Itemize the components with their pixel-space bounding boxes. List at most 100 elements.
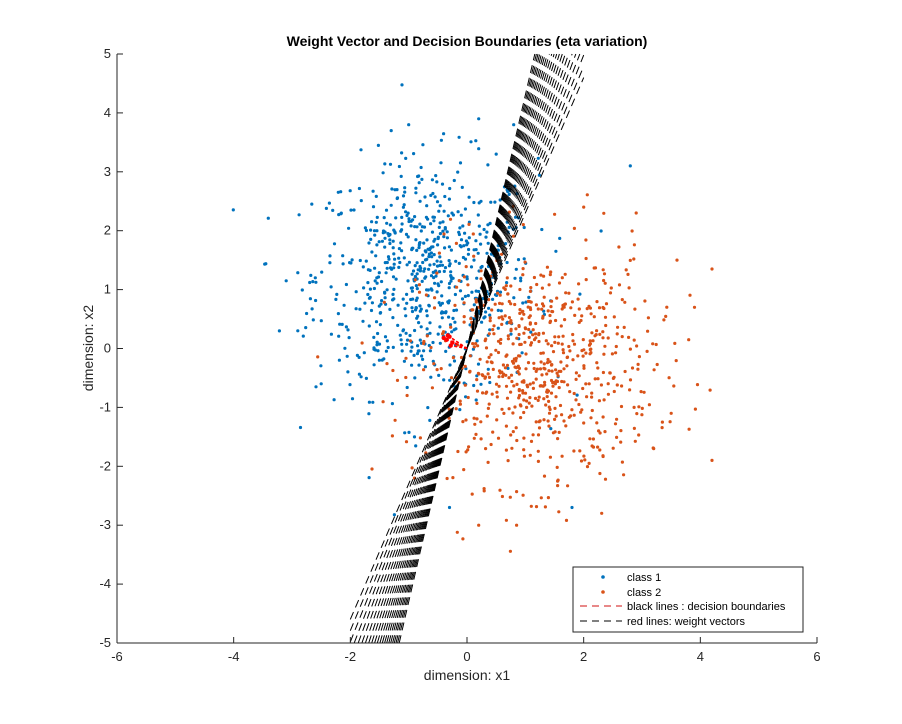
point-class-2 bbox=[435, 272, 438, 275]
y-axis-label: dimension: x2 bbox=[80, 305, 96, 392]
point-class-1 bbox=[477, 363, 480, 366]
point-class-1 bbox=[409, 350, 412, 353]
point-class-2 bbox=[617, 245, 620, 248]
point-class-1 bbox=[485, 252, 488, 255]
point-class-1 bbox=[468, 236, 471, 239]
point-class-2 bbox=[675, 259, 678, 262]
point-class-2 bbox=[633, 308, 636, 311]
point-class-2 bbox=[566, 383, 569, 386]
point-class-1 bbox=[364, 226, 367, 229]
point-class-2 bbox=[562, 367, 565, 370]
point-class-1 bbox=[369, 288, 372, 291]
point-class-2 bbox=[492, 332, 495, 335]
point-class-2 bbox=[481, 391, 484, 394]
point-class-2 bbox=[600, 383, 603, 386]
point-class-1 bbox=[439, 221, 442, 224]
point-class-1 bbox=[355, 290, 358, 293]
point-class-2 bbox=[507, 334, 510, 337]
point-class-2 bbox=[500, 408, 503, 411]
point-class-2 bbox=[562, 335, 565, 338]
point-class-1 bbox=[459, 161, 462, 164]
point-class-2 bbox=[385, 362, 388, 365]
point-class-2 bbox=[506, 276, 509, 279]
point-class-2 bbox=[602, 307, 605, 310]
point-class-1 bbox=[337, 191, 340, 194]
point-class-1 bbox=[454, 260, 457, 263]
point-class-2 bbox=[595, 300, 598, 303]
point-class-2 bbox=[569, 306, 572, 309]
point-class-1 bbox=[388, 238, 391, 241]
point-class-1 bbox=[461, 186, 464, 189]
point-class-2 bbox=[616, 383, 619, 386]
point-class-2 bbox=[588, 352, 591, 355]
point-class-2 bbox=[635, 412, 638, 415]
point-class-2 bbox=[419, 436, 422, 439]
point-class-2 bbox=[629, 259, 632, 262]
point-class-1 bbox=[372, 190, 375, 193]
point-class-2 bbox=[585, 395, 588, 398]
point-class-1 bbox=[629, 164, 632, 167]
point-class-1 bbox=[421, 254, 424, 257]
point-class-2 bbox=[455, 407, 458, 410]
point-class-1 bbox=[478, 225, 481, 228]
point-class-1 bbox=[379, 303, 382, 306]
point-class-1 bbox=[402, 206, 405, 209]
point-class-1 bbox=[497, 327, 500, 330]
point-class-2 bbox=[556, 480, 559, 483]
point-class-2 bbox=[508, 300, 511, 303]
point-class-1 bbox=[415, 317, 418, 320]
point-class-2 bbox=[472, 232, 475, 235]
point-class-2 bbox=[616, 326, 619, 329]
point-class-1 bbox=[337, 213, 340, 216]
point-class-2 bbox=[404, 376, 407, 379]
point-class-1 bbox=[413, 329, 416, 332]
point-class-1 bbox=[391, 298, 394, 301]
point-class-1 bbox=[463, 232, 466, 235]
point-class-1 bbox=[378, 240, 381, 243]
point-class-1 bbox=[479, 243, 482, 246]
point-class-2 bbox=[591, 409, 594, 412]
point-class-2 bbox=[652, 447, 655, 450]
point-class-1 bbox=[402, 298, 405, 301]
point-class-2 bbox=[573, 314, 576, 317]
point-class-2 bbox=[622, 473, 625, 476]
point-class-2 bbox=[607, 382, 610, 385]
point-class-2 bbox=[488, 376, 491, 379]
point-class-2 bbox=[607, 336, 610, 339]
point-class-1 bbox=[416, 352, 419, 355]
point-class-2 bbox=[542, 385, 545, 388]
point-class-1 bbox=[413, 435, 416, 438]
point-class-2 bbox=[537, 399, 540, 402]
point-class-2 bbox=[471, 308, 474, 311]
point-class-1 bbox=[427, 304, 430, 307]
point-class-2 bbox=[547, 342, 550, 345]
point-class-2 bbox=[534, 397, 537, 400]
point-class-1 bbox=[488, 381, 491, 384]
point-class-1 bbox=[369, 269, 372, 272]
point-class-2 bbox=[510, 374, 513, 377]
point-class-1 bbox=[411, 298, 414, 301]
legend-marker-class-1 bbox=[601, 575, 605, 579]
point-class-2 bbox=[562, 419, 565, 422]
point-class-2 bbox=[571, 333, 574, 336]
point-class-2 bbox=[629, 378, 632, 381]
point-class-2 bbox=[452, 356, 455, 359]
point-class-2 bbox=[518, 333, 521, 336]
point-class-1 bbox=[347, 227, 350, 230]
point-class-1 bbox=[429, 349, 432, 352]
point-class-2 bbox=[518, 394, 521, 397]
point-class-1 bbox=[600, 229, 603, 232]
point-class-2 bbox=[591, 339, 594, 342]
point-class-2 bbox=[462, 468, 465, 471]
point-class-1 bbox=[410, 287, 413, 290]
point-class-1 bbox=[483, 228, 486, 231]
point-class-2 bbox=[469, 354, 472, 357]
point-class-1 bbox=[411, 247, 414, 250]
point-class-2 bbox=[523, 455, 526, 458]
point-class-2 bbox=[602, 415, 605, 418]
point-class-2 bbox=[586, 193, 589, 196]
point-class-1 bbox=[349, 189, 352, 192]
point-class-2 bbox=[537, 460, 540, 463]
point-class-1 bbox=[414, 238, 417, 241]
point-class-2 bbox=[529, 454, 532, 457]
